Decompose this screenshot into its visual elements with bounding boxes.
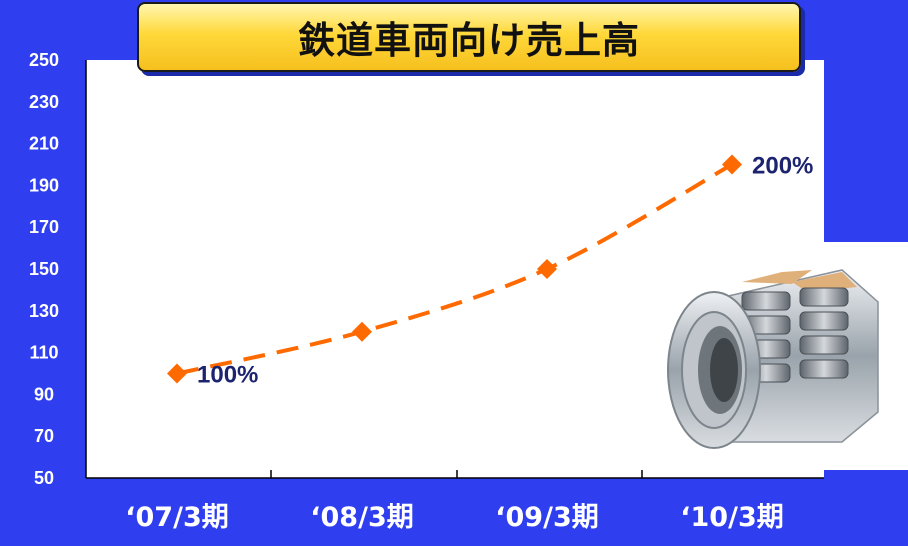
x-tick-label: ‘10/3期	[680, 502, 783, 533]
x-tick-label: ‘09/3期	[495, 502, 598, 533]
y-tick-label: 50	[34, 468, 54, 488]
x-tick-label: ‘07/3期	[125, 502, 228, 533]
y-tick-label: 70	[34, 426, 54, 446]
y-tick-label: 150	[29, 259, 59, 279]
bearing-photo-icon	[642, 242, 908, 470]
y-tick-label: 110	[29, 343, 58, 363]
y-tick-labels: 50 70 90 110 130 150 170 190 210 230 250	[29, 50, 59, 488]
y-tick-label: 190	[29, 175, 59, 195]
x-tick-label: ‘08/3期	[310, 502, 413, 533]
y-tick-label: 170	[29, 217, 59, 237]
x-tick-labels: ‘07/3期 ‘08/3期 ‘09/3期 ‘10/3期	[125, 502, 783, 533]
data-label: 100%	[197, 362, 258, 389]
y-tick-label: 230	[29, 92, 59, 112]
data-label: 200%	[752, 153, 813, 180]
y-tick-label: 210	[29, 134, 59, 154]
chart-title: 鉄道車両向け売上高	[137, 2, 801, 72]
y-tick-label: 90	[34, 384, 54, 404]
y-tick-label: 130	[29, 301, 59, 321]
y-tick-label: 250	[29, 50, 59, 70]
bearing-illustration	[642, 242, 908, 470]
